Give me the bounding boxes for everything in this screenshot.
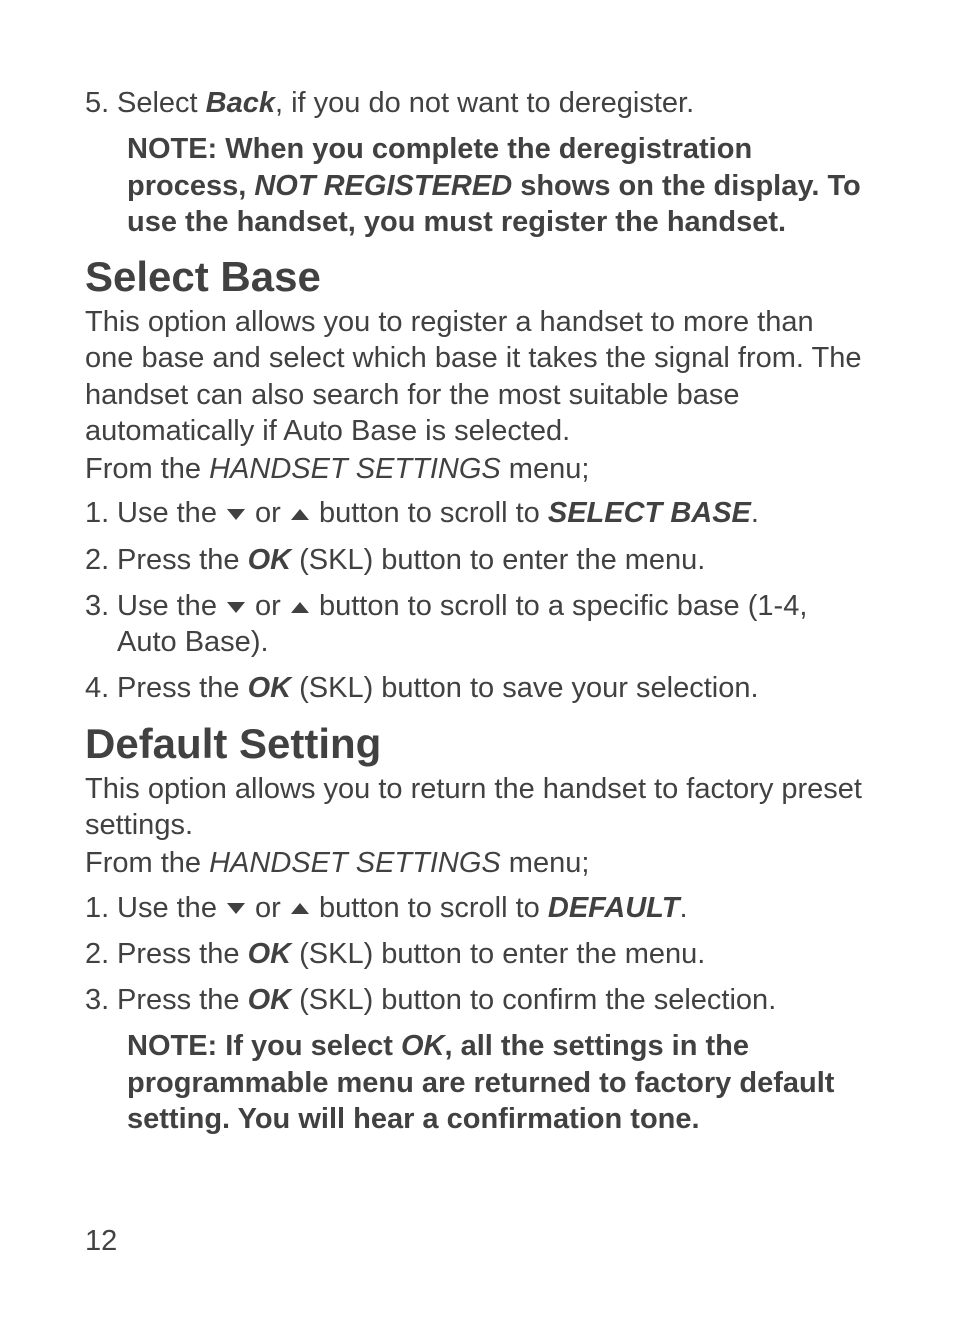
step-body: Press the OK (SKL) button to enter the m… — [117, 542, 869, 578]
text: Use the — [117, 892, 225, 924]
note-deregister: NOTE: When you complete the deregistrati… — [127, 131, 869, 240]
step-number: 3. — [85, 982, 117, 1018]
text: From the — [85, 847, 209, 879]
up-arrow-icon — [291, 903, 309, 914]
text: or — [247, 590, 289, 622]
step-1: 1. Use the or button to scroll to DEFAUL… — [85, 890, 869, 926]
step-number: 5. — [85, 85, 117, 121]
text: Press the — [117, 544, 248, 576]
keyword-ok: OK — [248, 672, 292, 704]
keyword-select-base: SELECT BASE — [548, 497, 751, 529]
step-2: 2. Press the OK (SKL) button to enter th… — [85, 542, 869, 578]
step-body: Use the or button to scroll to SELECT BA… — [117, 495, 869, 531]
up-arrow-icon — [291, 509, 309, 520]
text: . — [679, 892, 687, 924]
keyword-default: DEFAULT — [548, 892, 680, 924]
step-number: 3. — [85, 588, 117, 661]
step-number: 2. — [85, 936, 117, 972]
keyword-back: Back — [206, 87, 275, 119]
from-menu: From the HANDSET SETTINGS menu; — [85, 451, 869, 487]
select-base-steps: 1. Use the or button to scroll to SELECT… — [85, 495, 869, 706]
text: , if you do not want to deregister. — [275, 87, 694, 119]
step-5: 5. Select Back, if you do not want to de… — [85, 85, 869, 121]
text: or — [247, 497, 289, 529]
step-body: Use the or button to scroll to a specifi… — [117, 588, 869, 661]
step-2: 2. Press the OK (SKL) button to enter th… — [85, 936, 869, 972]
step-number: 2. — [85, 542, 117, 578]
text: Press the — [117, 984, 248, 1016]
from-menu: From the HANDSET SETTINGS menu; — [85, 845, 869, 881]
text: button to scroll to — [311, 497, 548, 529]
text: menu; — [501, 847, 590, 879]
text: (SKL) button to save your selection. — [291, 672, 758, 704]
default-setting-steps: 1. Use the or button to scroll to DEFAUL… — [85, 890, 869, 1019]
step-body: Use the or button to scroll to DEFAULT. — [117, 890, 869, 926]
heading-default-setting: Default Setting — [85, 721, 869, 767]
text: or — [247, 892, 289, 924]
step-body: Select Back, if you do not want to dereg… — [117, 85, 869, 121]
down-arrow-icon — [227, 903, 245, 914]
step-3: 3. Press the OK (SKL) button to confirm … — [85, 982, 869, 1018]
text: Use the — [117, 497, 225, 529]
note-default: NOTE: If you select OK, all the settings… — [127, 1028, 869, 1137]
intro-select-base: This option allows you to register a han… — [85, 304, 869, 449]
step-body: Press the OK (SKL) button to save your s… — [117, 670, 869, 706]
text: Select — [117, 87, 206, 119]
text: . — [751, 497, 759, 529]
text: From the — [85, 453, 209, 485]
keyword-ok: OK — [248, 544, 292, 576]
text: (SKL) button to enter the menu. — [291, 544, 705, 576]
keyword-ok: OK — [248, 938, 292, 970]
down-arrow-icon — [227, 509, 245, 520]
step-body: Press the OK (SKL) button to confirm the… — [117, 982, 869, 1018]
step-number: 1. — [85, 495, 117, 531]
intro-default-setting: This option allows you to return the han… — [85, 771, 869, 844]
step-number: 1. — [85, 890, 117, 926]
text: (SKL) button to enter the menu. — [291, 938, 705, 970]
keyword-ok: OK — [248, 984, 292, 1016]
heading-select-base: Select Base — [85, 254, 869, 300]
keyword-not-registered: NOT REGISTERED — [254, 170, 512, 202]
page-number: 12 — [85, 1225, 117, 1258]
text: button to scroll to — [311, 892, 548, 924]
menu-name: HANDSET SETTINGS — [209, 453, 501, 485]
text: (SKL) button to confirm the selection. — [291, 984, 776, 1016]
step-4: 4. Press the OK (SKL) button to save you… — [85, 670, 869, 706]
keyword-ok: OK — [401, 1030, 445, 1062]
step-number: 4. — [85, 670, 117, 706]
step-3: 3. Use the or button to scroll to a spec… — [85, 588, 869, 661]
menu-name: HANDSET SETTINGS — [209, 847, 501, 879]
down-arrow-icon — [227, 602, 245, 613]
text: Use the — [117, 590, 225, 622]
step-body: Press the OK (SKL) button to enter the m… — [117, 936, 869, 972]
text: Press the — [117, 672, 248, 704]
text: NOTE: If you select — [127, 1030, 401, 1062]
text: Press the — [117, 938, 248, 970]
step-1: 1. Use the or button to scroll to SELECT… — [85, 495, 869, 531]
up-arrow-icon — [291, 602, 309, 613]
text: menu; — [501, 453, 590, 485]
